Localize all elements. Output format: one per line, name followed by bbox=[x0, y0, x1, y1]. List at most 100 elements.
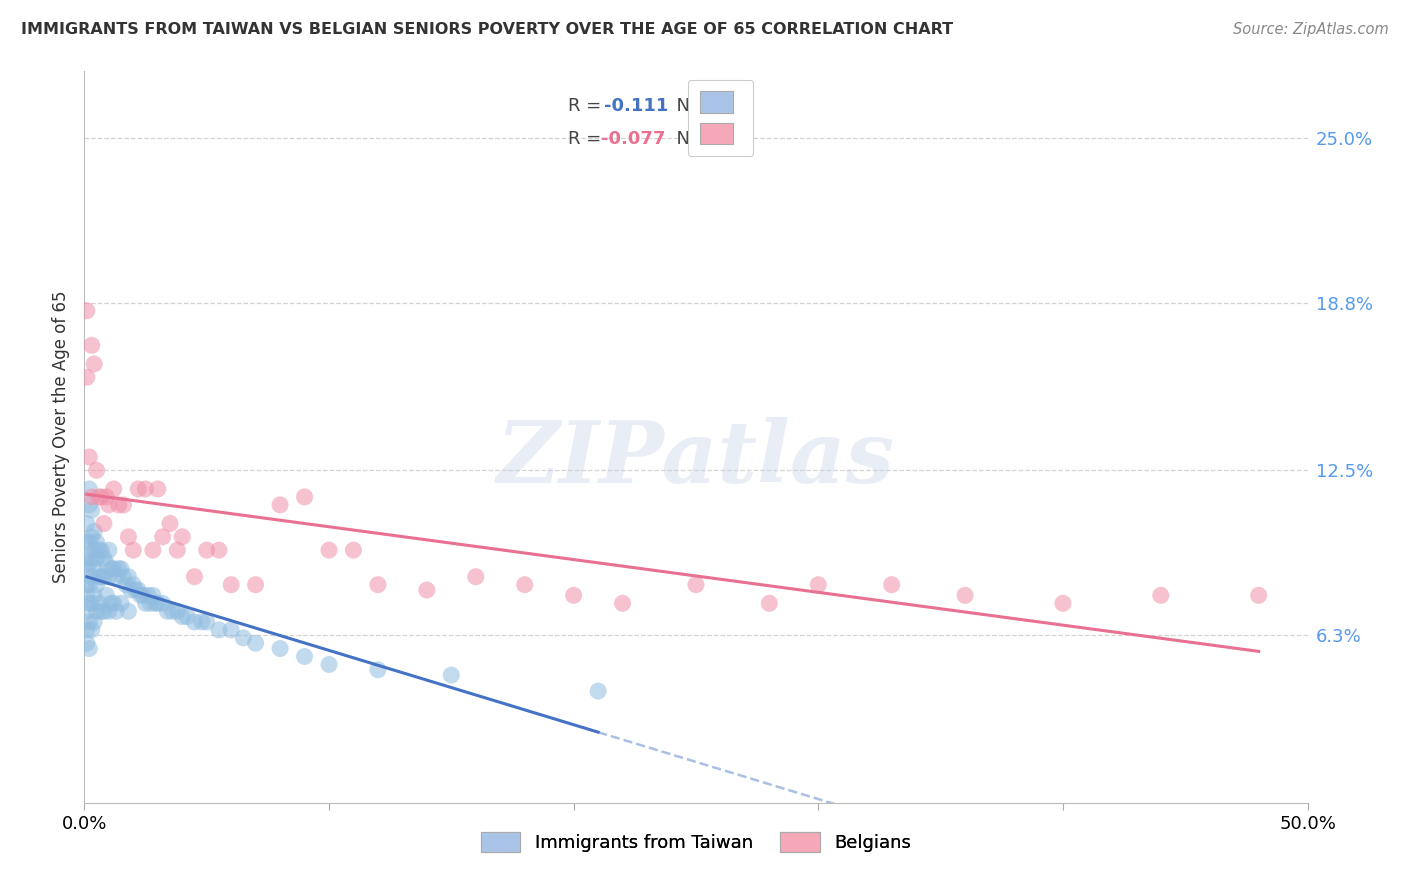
Point bbox=[76, 562, 98, 576]
Point bbox=[86, 604, 108, 618]
Point bbox=[156, 604, 179, 618]
Point bbox=[90, 570, 112, 584]
Point bbox=[86, 577, 108, 591]
Point bbox=[90, 490, 112, 504]
Point bbox=[80, 596, 103, 610]
Point bbox=[127, 582, 149, 597]
Point bbox=[97, 543, 120, 558]
Text: 89: 89 bbox=[710, 97, 735, 115]
Point bbox=[880, 577, 903, 591]
Point bbox=[87, 570, 110, 584]
Point bbox=[159, 516, 181, 531]
Point bbox=[80, 490, 103, 504]
Text: N =: N = bbox=[665, 97, 717, 115]
Point bbox=[135, 596, 157, 610]
Point bbox=[77, 557, 100, 571]
Text: 48: 48 bbox=[710, 130, 735, 148]
Point bbox=[586, 684, 609, 698]
Point bbox=[107, 498, 129, 512]
Point bbox=[115, 577, 138, 591]
Point bbox=[195, 543, 218, 558]
Point bbox=[685, 577, 707, 591]
Point bbox=[139, 596, 162, 610]
Point bbox=[142, 588, 165, 602]
Point bbox=[132, 588, 155, 602]
Point bbox=[103, 596, 125, 610]
Point bbox=[195, 615, 218, 629]
Point bbox=[125, 582, 148, 597]
Point bbox=[93, 516, 115, 531]
Point bbox=[77, 615, 100, 629]
Point bbox=[77, 577, 100, 591]
Point bbox=[107, 562, 129, 576]
Point bbox=[110, 562, 132, 576]
Point bbox=[318, 657, 340, 672]
Y-axis label: Seniors Poverty Over the Age of 65: Seniors Poverty Over the Age of 65 bbox=[52, 291, 70, 583]
Point bbox=[152, 530, 174, 544]
Point bbox=[76, 551, 98, 566]
Point bbox=[172, 609, 194, 624]
Point bbox=[166, 604, 188, 618]
Point bbox=[90, 604, 112, 618]
Legend: Immigrants from Taiwan, Belgians: Immigrants from Taiwan, Belgians bbox=[474, 825, 918, 860]
Point bbox=[76, 623, 98, 637]
Point bbox=[464, 570, 486, 584]
Point bbox=[76, 303, 98, 318]
Point bbox=[146, 596, 169, 610]
Point bbox=[219, 577, 242, 591]
Text: ZIPatlas: ZIPatlas bbox=[496, 417, 896, 500]
Point bbox=[758, 596, 780, 610]
Point bbox=[96, 588, 118, 602]
Point bbox=[142, 543, 165, 558]
Text: -0.077: -0.077 bbox=[600, 130, 665, 148]
Point bbox=[122, 543, 145, 558]
Point bbox=[318, 543, 340, 558]
Point bbox=[80, 551, 103, 566]
Text: IMMIGRANTS FROM TAIWAN VS BELGIAN SENIORS POVERTY OVER THE AGE OF 65 CORRELATION: IMMIGRANTS FROM TAIWAN VS BELGIAN SENIOR… bbox=[21, 22, 953, 37]
Point bbox=[97, 498, 120, 512]
Point bbox=[100, 562, 122, 576]
Point bbox=[136, 588, 159, 602]
Point bbox=[97, 604, 120, 618]
Point bbox=[76, 588, 98, 602]
Point bbox=[232, 631, 254, 645]
Point bbox=[80, 503, 103, 517]
Point bbox=[117, 570, 139, 584]
Point bbox=[166, 543, 188, 558]
Point bbox=[269, 641, 291, 656]
Point bbox=[612, 596, 634, 610]
Point bbox=[83, 588, 105, 602]
Point bbox=[77, 450, 100, 464]
Point bbox=[76, 577, 98, 591]
Point bbox=[146, 482, 169, 496]
Point bbox=[105, 604, 128, 618]
Point bbox=[90, 543, 112, 558]
Text: Source: ZipAtlas.com: Source: ZipAtlas.com bbox=[1233, 22, 1389, 37]
Point bbox=[86, 535, 108, 549]
Point bbox=[245, 577, 267, 591]
Point bbox=[513, 577, 536, 591]
Point bbox=[96, 557, 118, 571]
Point bbox=[80, 570, 103, 584]
Point bbox=[77, 596, 100, 610]
Point bbox=[80, 530, 103, 544]
Point bbox=[100, 596, 122, 610]
Point bbox=[87, 490, 110, 504]
Point bbox=[562, 588, 585, 602]
Point bbox=[127, 482, 149, 496]
Point bbox=[105, 570, 128, 584]
Point bbox=[77, 498, 100, 512]
Point bbox=[112, 498, 135, 512]
Point bbox=[76, 516, 98, 531]
Point bbox=[807, 577, 830, 591]
Point bbox=[83, 357, 105, 371]
Point bbox=[83, 562, 105, 576]
Point bbox=[1247, 588, 1270, 602]
Point bbox=[367, 663, 389, 677]
Text: -0.111: -0.111 bbox=[605, 97, 669, 115]
Point bbox=[143, 596, 166, 610]
Point bbox=[416, 582, 439, 597]
Point bbox=[97, 570, 120, 584]
Point bbox=[93, 604, 115, 618]
Point bbox=[120, 582, 142, 597]
